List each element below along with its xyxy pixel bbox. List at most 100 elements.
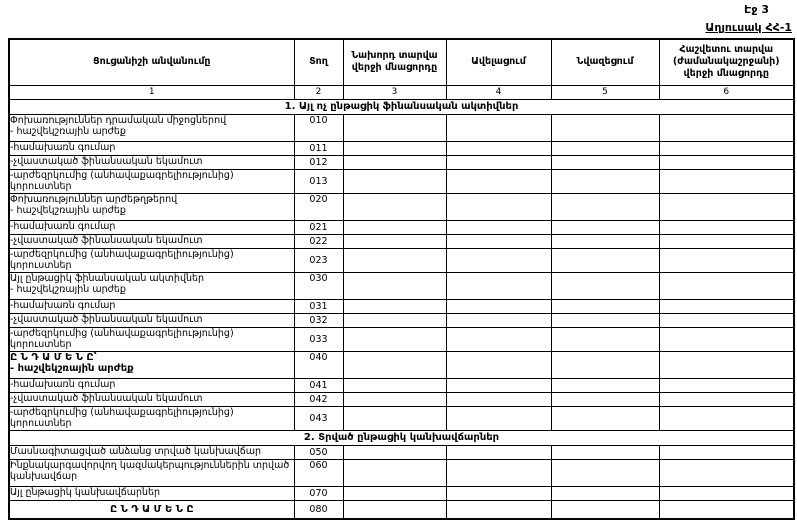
value-cell — [550, 377, 660, 393]
table-row: -համախառն գումար 021 — [8, 219, 795, 235]
section-row: 2. Տրված ընթացիկ կանխավճարներ — [8, 429, 795, 446]
report-table: Ցուցանիշի անվանումը Տող Նախորդ տարվա վեր… — [8, 38, 795, 520]
value-cell — [550, 350, 660, 379]
column-number: 4 — [445, 84, 552, 100]
value-cell — [550, 113, 660, 142]
value-cell — [658, 219, 795, 235]
table-row: -արժեզրկումից (անհավաքագրելիությունից) կ… — [8, 168, 795, 194]
row-code: 012 — [293, 154, 344, 170]
value-cell — [445, 168, 552, 194]
row-label: -արժեզրկումից (անհավաքագրելիությունից) կ… — [8, 168, 295, 194]
row-label-line2: - հաշվեկշռային արժեք — [10, 126, 126, 137]
value-cell — [658, 458, 795, 487]
value-cell — [550, 326, 660, 352]
row-label: Ինքնակարգավորվող կազմակերպություններին տ… — [8, 458, 295, 487]
value-cell — [550, 154, 660, 170]
column-header-increase: Ավելացում — [445, 38, 552, 86]
table-row: -համախառն գումար 031 — [8, 298, 795, 314]
value-cell — [658, 485, 795, 501]
row-code: 070 — [293, 485, 344, 501]
value-cell — [445, 247, 552, 273]
value-cell — [342, 312, 447, 328]
row-code: 010 — [293, 113, 344, 142]
value-cell — [445, 485, 552, 501]
value-cell — [658, 405, 795, 431]
value-cell — [342, 485, 447, 501]
value-cell — [342, 405, 447, 431]
value-cell — [445, 350, 552, 379]
column-number: 3 — [342, 84, 447, 100]
value-cell — [445, 405, 552, 431]
table-row: Մասնագիտացված անձանց տրված կանխավճար 050 — [8, 444, 795, 460]
row-label: -չվաստակած ֆինանսական եկամուտ — [8, 154, 295, 170]
row-code: 041 — [293, 377, 344, 393]
value-cell — [342, 113, 447, 142]
value-cell — [445, 312, 552, 328]
value-cell — [658, 140, 795, 156]
value-cell — [550, 444, 660, 460]
value-cell — [342, 154, 447, 170]
row-code: 021 — [293, 219, 344, 235]
header-row: Ցուցանիշի անվանումը Տող Նախորդ տարվա վեր… — [8, 38, 795, 86]
value-cell — [445, 113, 552, 142]
row-label-line1: Փոխառություններ արժեթղթերով — [10, 193, 178, 205]
row-label: -չվաստակած ֆինանսական եկամուտ — [8, 233, 295, 249]
value-cell — [342, 271, 447, 300]
value-cell — [550, 499, 660, 520]
value-cell — [342, 377, 447, 393]
value-cell — [658, 168, 795, 194]
value-cell — [342, 168, 447, 194]
value-cell — [445, 499, 552, 520]
value-cell — [342, 326, 447, 352]
row-code: 033 — [293, 326, 344, 352]
value-cell — [342, 192, 447, 221]
row-label: Այլ ընթացիկ կանխավճարներ — [8, 485, 295, 501]
value-cell — [445, 458, 552, 487]
row-code: 011 — [293, 140, 344, 156]
value-cell — [550, 219, 660, 235]
value-cell — [550, 168, 660, 194]
value-cell — [342, 458, 447, 487]
table-row: -չվաստակած ֆինանսական եկամուտ 012 — [8, 154, 795, 170]
table-row: Փոխառություններ դրամական միջոցներով - հաշ… — [8, 113, 795, 142]
value-cell — [550, 312, 660, 328]
section-title: 2. Տրված ընթացիկ կանխավճարներ — [8, 429, 795, 446]
row-label: -արժեզրկումից (անհավաքագրելիությունից) կ… — [8, 247, 295, 273]
value-cell — [445, 271, 552, 300]
row-label: -համախառն գումար — [8, 377, 295, 393]
row-label: Փոխառություններ դրամական միջոցներով - հաշ… — [8, 113, 295, 142]
value-cell — [445, 192, 552, 221]
value-cell — [658, 271, 795, 300]
row-label-line1: Այլ ընթացիկ ֆինանսական ակտիվներ — [10, 272, 205, 284]
table-row: -չվաստակած ֆինանսական եկամուտ 042 — [8, 391, 795, 407]
row-label: Ը Ն Դ Ա Մ Ե Ն Ը — [8, 499, 295, 520]
column-header-prev-year-balance: Նախորդ տարվա վերջի մնացորդը — [342, 38, 447, 86]
table-row: Ը Ն Դ Ա Մ Ե Ն Ը՝ - հաշվեկշռային արժեք 040 — [8, 350, 795, 379]
value-cell — [342, 247, 447, 273]
table-row: -համախառն գումար 041 — [8, 377, 795, 393]
row-code: 031 — [293, 298, 344, 314]
value-cell — [658, 499, 795, 520]
row-label: Փոխառություններ արժեթղթերով - հաշվեկշռայի… — [8, 192, 295, 221]
value-cell — [445, 391, 552, 407]
table-row: -չվաստակած ֆինանսական եկամուտ 032 — [8, 312, 795, 328]
table-row: -արժեզրկումից (անհավաքագրելիությունից) կ… — [8, 326, 795, 352]
value-cell — [550, 298, 660, 314]
value-cell — [445, 140, 552, 156]
value-cell — [445, 219, 552, 235]
table-row: Այլ ընթացիկ ֆինանսական ակտիվներ - հաշվեկշ… — [8, 271, 795, 300]
value-cell — [445, 326, 552, 352]
row-code: 043 — [293, 405, 344, 431]
value-cell — [550, 271, 660, 300]
column-header-indicator-name: Ցուցանիշի անվանումը — [8, 38, 295, 86]
column-header-decrease: Նվազեցում — [550, 38, 660, 86]
table-row: Ը Ն Դ Ա Մ Ե Ն Ը 080 — [8, 499, 795, 520]
value-cell — [342, 391, 447, 407]
row-code: 042 — [293, 391, 344, 407]
value-cell — [445, 298, 552, 314]
table-row: Այլ ընթացիկ կանխավճարներ 070 — [8, 485, 795, 501]
row-code: 030 — [293, 271, 344, 300]
row-label: -համախառն գումար — [8, 298, 295, 314]
value-cell — [658, 192, 795, 221]
value-cell — [445, 444, 552, 460]
